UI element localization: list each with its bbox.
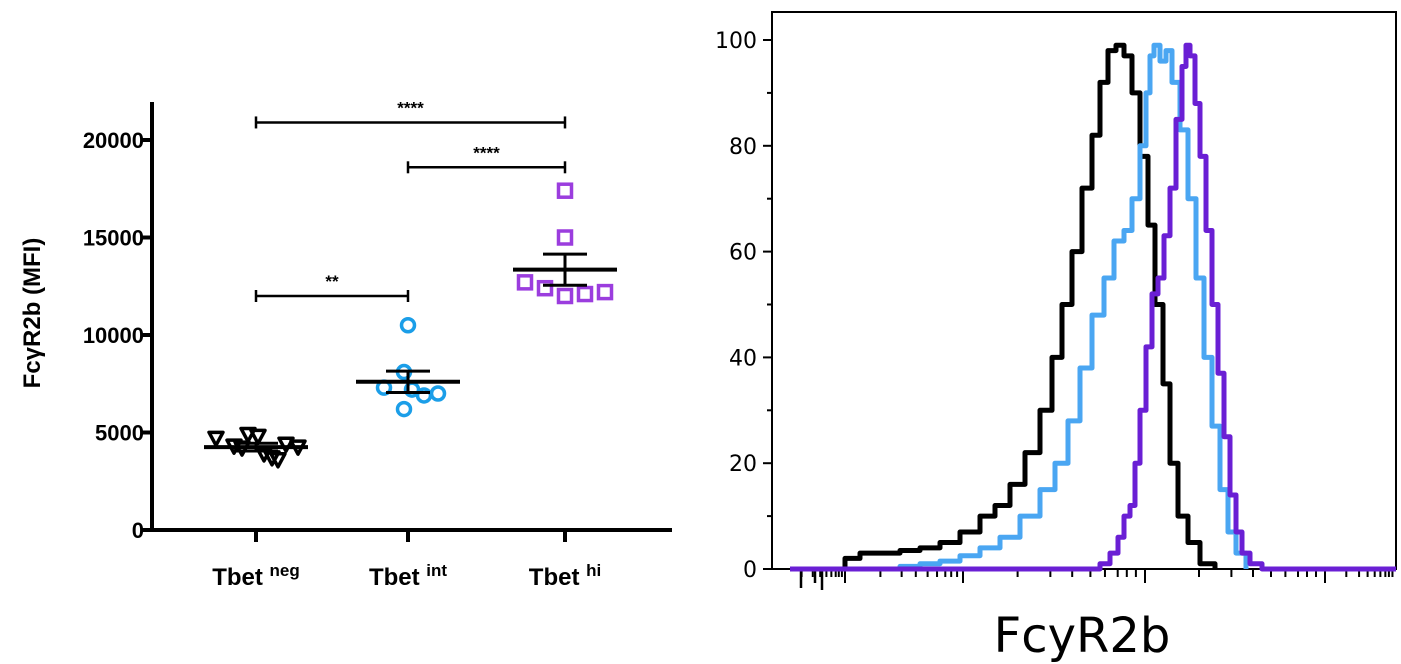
data-point [516,274,534,291]
right-y-tick-label: 60 [729,241,757,266]
left-category-labels: Tbet neg Tbet int Tbet hi [212,530,601,591]
left-category-label: Tbet neg [212,561,300,591]
right-histogram-lines [790,42,1396,572]
data-point [395,400,413,418]
data-point [399,317,417,334]
significance-label: **** [473,143,500,162]
left-y-tick-label: 0 [132,518,144,543]
right-y-tick-label: 80 [729,135,757,160]
histogram-series-line [880,42,1249,572]
left-y-tick-label: 20000 [83,128,144,153]
right-y-ticks: 0 20 40 60 80 100 [715,29,772,583]
right-y-tick-label: 20 [729,452,757,477]
right-histogram-panel: 0 20 40 60 80 100 FcyR2b [715,11,1397,664]
left-y-ticks: 0 5000 10000 15000 20000 [83,128,152,543]
right-y-tick-label: 100 [715,29,757,54]
data-point [277,436,295,453]
left-mean-sem-bars [204,252,617,453]
right-x-axis-label: FcyR2b [994,608,1171,664]
histogram-series-line [830,42,1218,572]
left-y-tick-label: 5000 [95,421,144,446]
data-point [556,287,574,305]
left-category-label: Tbet int [369,561,447,591]
data-point [556,229,574,246]
left-y-axis-label: FcγR2b (MFI) [19,238,46,389]
right-x-ticks [799,569,1394,590]
data-point [556,182,574,199]
data-point [536,279,554,297]
right-y-tick-label: 40 [729,346,757,371]
significance-brackets: ********** [254,98,567,302]
data-point [429,385,447,402]
left-category-label: Tbet hi [529,561,601,591]
data-point [207,430,225,448]
left-data-points [207,182,614,469]
left-scatter-panel: 0 5000 10000 15000 20000 FcγR2b (MFI) Tbet n… [19,98,672,591]
significance-label: ** [325,272,339,291]
right-y-tick-label: 0 [743,558,757,583]
data-point [576,285,594,303]
significance-label: **** [397,98,424,117]
histogram-series-line [790,42,1396,572]
right-plot-frame [771,11,1397,570]
left-y-tick-label: 10000 [83,323,144,348]
data-point [249,428,267,446]
left-y-tick-label: 15000 [83,226,144,251]
data-point [596,283,614,301]
